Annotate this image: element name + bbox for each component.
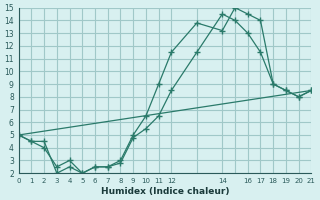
X-axis label: Humidex (Indice chaleur): Humidex (Indice chaleur) xyxy=(101,187,229,196)
